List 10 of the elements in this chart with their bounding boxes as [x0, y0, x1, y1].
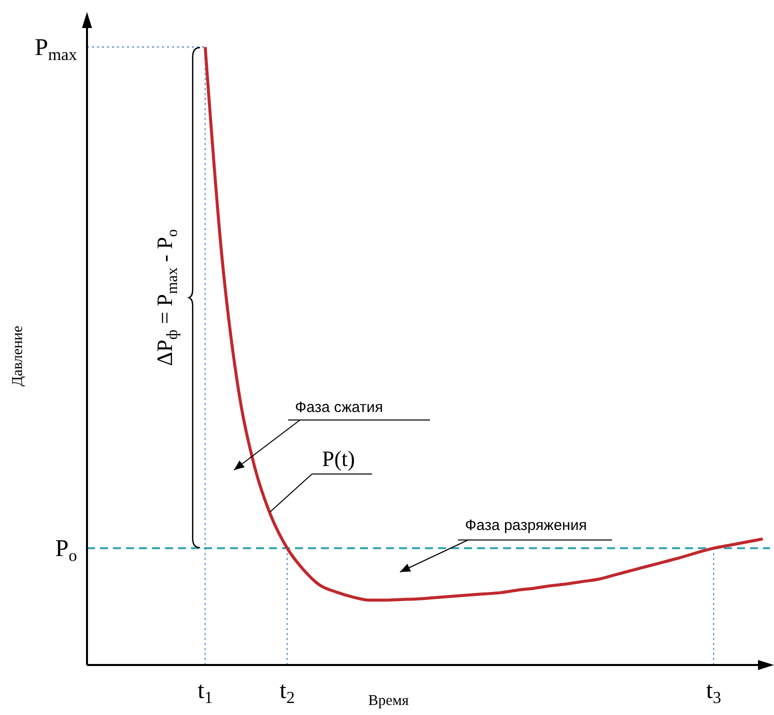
annotation: P(t)	[322, 446, 355, 471]
ref-line-label: P$_{max}$	[34, 35, 78, 64]
x-tick-label: t$_{3}$	[706, 678, 722, 708]
x-tick-label: t$_{2}$	[280, 678, 295, 708]
annotation: Фаза сжатия	[295, 399, 384, 416]
x-tick-label: t$_{1}$	[198, 678, 213, 708]
ref-line-label: P$_{o}$	[55, 536, 77, 566]
y-axis-title: Давление	[10, 325, 26, 386]
annotation: Фаза разряжения	[465, 517, 587, 534]
x-axis-title: Время	[368, 693, 409, 709]
